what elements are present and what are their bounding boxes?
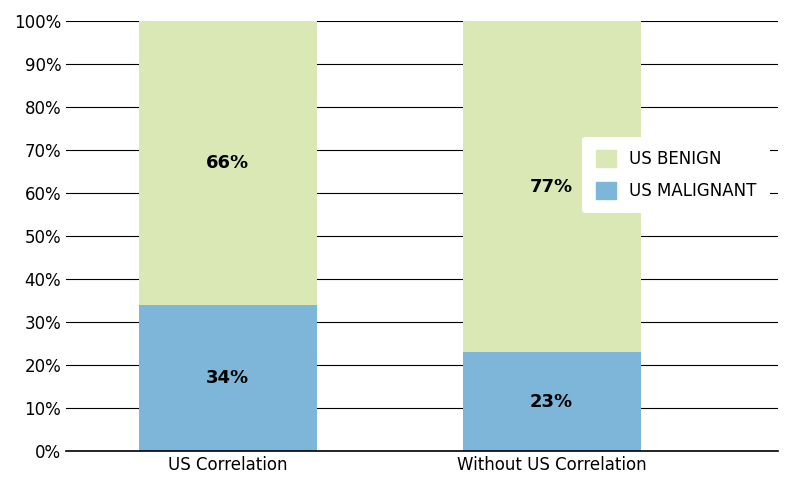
Bar xyxy=(139,21,317,305)
Text: 23%: 23% xyxy=(530,393,573,411)
Bar xyxy=(139,305,317,451)
Bar xyxy=(463,21,641,352)
Bar xyxy=(463,352,641,451)
Legend: US BENIGN, US MALIGNANT: US BENIGN, US MALIGNANT xyxy=(582,137,770,213)
Text: 34%: 34% xyxy=(206,369,249,387)
Text: 66%: 66% xyxy=(206,154,249,172)
Text: 77%: 77% xyxy=(530,178,573,196)
